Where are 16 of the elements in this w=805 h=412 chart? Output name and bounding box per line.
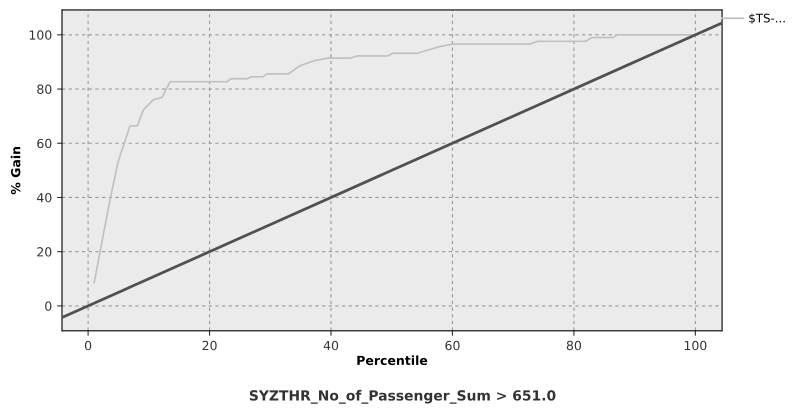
- y-tick-label: 0: [45, 301, 52, 311]
- y-tick-label: 100: [30, 30, 52, 40]
- text: SYZTHR_No_of_Passenger_Sum > 651.0: [250, 390, 556, 404]
- x-tick-label: 20: [202, 340, 217, 350]
- y-tick-label: 20: [37, 247, 52, 257]
- y-tick-label: 60: [37, 138, 52, 148]
- x-tick-label: 0: [84, 340, 92, 350]
- x-axis-title: Percentile: [357, 355, 428, 366]
- y-axis-title: % Gain: [10, 146, 20, 194]
- x-tick-label: 40: [324, 340, 338, 350]
- legend-label: $TS-...: [749, 13, 785, 24]
- x-tick-label: 60: [445, 340, 460, 350]
- y-tick-label: 80: [37, 84, 52, 94]
- y-tick-label: 40: [36, 192, 52, 202]
- x-tick-label: 100: [684, 340, 706, 350]
- x-tick-label: 80: [566, 340, 582, 350]
